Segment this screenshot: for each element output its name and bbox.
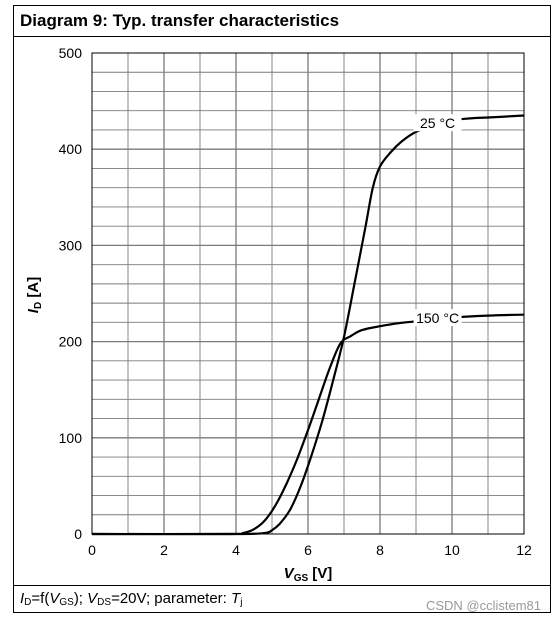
y-tick-label: 100 xyxy=(59,430,83,446)
x-tick-label: 4 xyxy=(232,542,240,558)
y-axis-label: ID [A] xyxy=(25,277,44,313)
x-axis-label: VGS [V] xyxy=(284,565,333,584)
chart-header: Diagram 9: Typ. transfer characteristics xyxy=(14,6,550,37)
x-tick-label: 2 xyxy=(160,542,168,558)
y-tick-labels: 0 100 200 300 400 500 xyxy=(59,45,83,542)
plot-area-border xyxy=(91,52,525,535)
x-tick-label: 6 xyxy=(304,542,312,558)
series-annotation: 25 °C xyxy=(420,115,455,131)
y-tick-label: 500 xyxy=(59,45,83,61)
watermark: CSDN @cclistem81 xyxy=(425,598,541,613)
y-tick-label: 400 xyxy=(59,141,83,157)
y-tick-label: 0 xyxy=(74,526,82,542)
x-tick-label: 12 xyxy=(516,542,532,558)
chart-caption: ID=f(VGS); VDS=20V; parameter: Tj xyxy=(20,590,243,608)
x-tick-label: 10 xyxy=(444,542,460,558)
annotation-bg xyxy=(413,114,462,132)
x-tick-label: 8 xyxy=(376,542,384,558)
annotation-bg xyxy=(413,309,462,327)
chart-title: Diagram 9: Typ. transfer characteristics xyxy=(20,11,340,30)
x-tick-label: 0 xyxy=(88,542,96,558)
chart-frame: Diagram 9: Typ. transfer characteristics… xyxy=(13,5,551,613)
series-annotation: 150 °C xyxy=(416,310,459,326)
y-tick-label: 200 xyxy=(59,334,83,350)
series-annotations: 25 °C 150 °C xyxy=(413,114,462,327)
y-tick-label: 300 xyxy=(59,237,83,253)
chart-caption-bar: ID=f(VGS); VDS=20V; parameter: Tj xyxy=(14,585,550,612)
x-tick-labels: 0 2 4 6 8 10 12 xyxy=(88,542,532,558)
grid-major xyxy=(92,53,524,534)
